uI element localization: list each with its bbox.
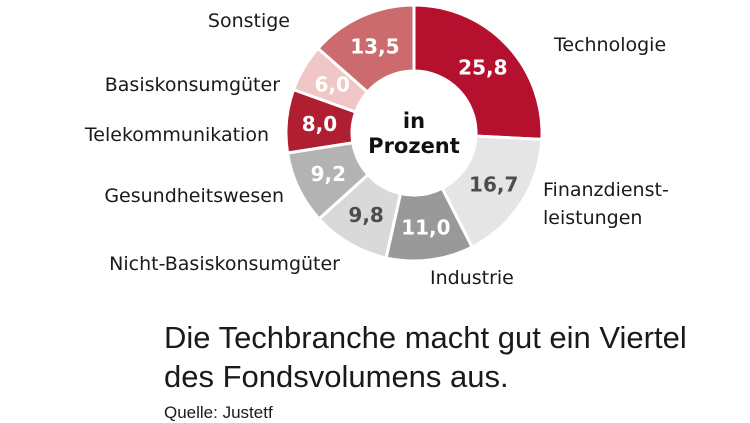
value-label-8: 13,5 [350,34,399,58]
slice-1 [412,3,544,142]
category-label-3: Industrie [430,267,514,289]
value-label-2: 16,7 [469,173,518,197]
slice-2 [440,134,544,250]
category-label-5: Gesundheitswesen [104,185,284,207]
category-label-4: Nicht-Basiskonsumgüter [109,253,340,275]
center-label-line-1: in [403,109,425,133]
category-label-2: Finanzdienst-leistungen [543,179,669,229]
category-label-7: Basiskonsumgüter [105,74,280,96]
value-labels: 25,8 16,7 11,0 9,89,2 8,0 6,013,5 [302,34,519,239]
donut-chart: 25,8 16,7 11,0 9,89,2 8,0 6,013,5 Technologie… [84,3,669,289]
category-labels: Technologie Finanzdienst-leistungen Indust… [84,10,669,289]
chart-source: Quelle: Justetf [164,403,273,422]
value-label-4: 9,8 [348,203,383,227]
value-label-7: 6,0 [315,73,350,97]
slice-8 [315,3,416,95]
value-label-5: 9,2 [311,162,346,186]
value-label-1: 25,8 [458,56,507,80]
value-label-6: 8,0 [302,112,337,136]
value-label-3: 11,0 [401,215,450,239]
category-label-1: Technologie [553,34,666,56]
category-label-6: Telekommunikation [84,124,269,146]
slices [284,3,544,263]
chart-caption: Die Techbranche macht gut ein Viertel de… [164,320,687,394]
center-label-line-2: Prozent [368,134,460,158]
category-label-8: Sonstige [208,10,290,32]
